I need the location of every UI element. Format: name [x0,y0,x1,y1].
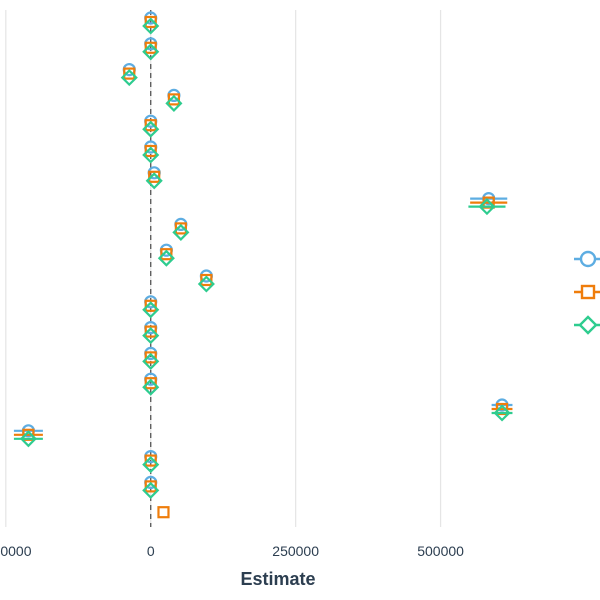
data-point-diamond [145,172,163,190]
data-point-square [144,377,157,390]
data-point-diamond [142,456,160,474]
grid-layer [5,10,442,527]
data-point-diamond [172,223,190,241]
data-point-diamond [19,430,37,448]
data-point-square [144,119,157,132]
data-point-diamond [142,146,160,164]
data-point-diamond [142,43,160,61]
data-point-diamond [142,378,160,396]
data-point-diamond [478,198,496,216]
data-point-square [167,93,181,106]
data-point-square [144,299,157,312]
data-point-square [144,15,157,29]
x-axis-title: Estimate [240,569,315,589]
data-point-square [144,325,157,338]
x-axis-ticks: -250000 0 250000 500000 [0,543,464,559]
legend-entry [574,250,600,268]
legend [574,250,600,335]
data-point-diamond [493,404,511,422]
data-point-square [144,41,157,54]
data-point-diamond [142,17,160,35]
x-tick-label: 250000 [272,543,319,559]
data-point-diamond [142,301,160,319]
legend-diamond-marker [578,315,598,335]
data-point-diamond [197,275,215,293]
data-point-diamond [142,327,160,345]
legend-entry [574,315,600,335]
data-point-diamond [120,69,138,87]
x-tick-label: 0 [147,543,155,559]
x-tick-label: 500000 [417,543,464,559]
data-point-square [144,351,157,364]
series-diamond [13,17,513,499]
data-point-square [160,248,173,261]
data-point-square [123,67,136,80]
legend-circle-marker [579,250,597,268]
data-point-diamond [142,120,160,138]
series-square [13,15,513,519]
x-tick-label: -250000 [0,543,32,559]
series-circle [13,11,513,489]
data-point-diamond [142,352,160,370]
data-point-square [144,454,157,467]
data-point-square [157,506,170,519]
data-point-square [174,222,187,235]
data-point-square [148,170,161,183]
data-marks-layer [13,11,513,519]
data-point-square [144,480,157,493]
legend-square-marker [580,284,596,300]
data-point-diamond [142,481,160,499]
legend-entry [574,284,600,300]
data-point-diamond [165,94,183,112]
data-point-square [200,273,213,287]
data-point-diamond [157,249,175,267]
data-point-square [144,144,157,158]
